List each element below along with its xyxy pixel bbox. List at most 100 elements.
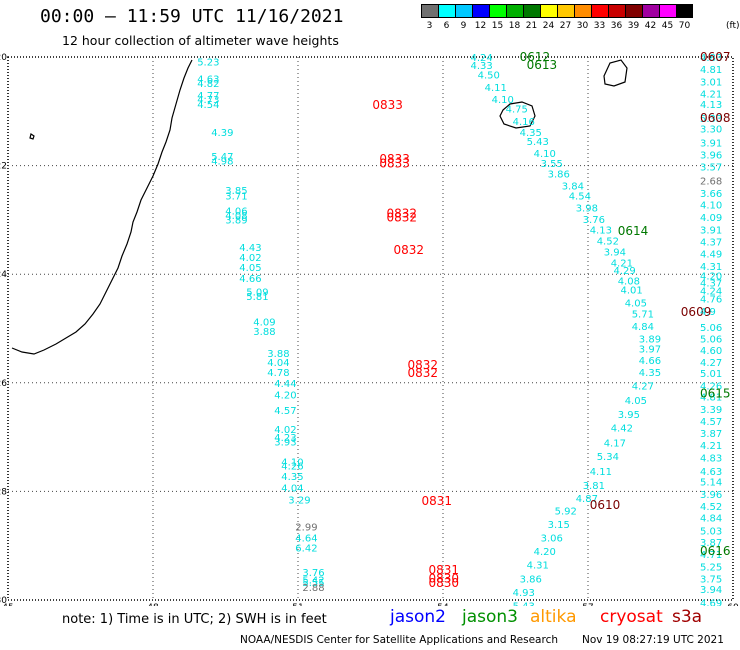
wave-height-value: 4.27 xyxy=(700,358,722,369)
scale-label: 15 xyxy=(491,21,504,31)
scale-color-box xyxy=(574,4,591,18)
wave-height-value: 3.55 xyxy=(541,159,563,170)
longitude-label: 51 xyxy=(292,603,303,606)
wave-height-value: 4.10 xyxy=(534,149,556,160)
wave-height-value: 4.16 xyxy=(513,117,535,128)
wave-height-value: 4.93 xyxy=(513,588,535,599)
wave-height-value: 2.88 xyxy=(302,583,324,594)
wave-height-value: 5.43 xyxy=(513,601,535,606)
wave-height-value: 4.9 xyxy=(700,307,716,318)
scale-label: 33 xyxy=(593,21,606,31)
wave-height-value: 3.88 xyxy=(267,349,289,360)
wave-height-value: 4.26 xyxy=(700,382,722,393)
pass-time-label: 0607 xyxy=(700,50,731,64)
wave-height-value: 3.71 xyxy=(225,192,247,203)
wave-height-value: 4.27 xyxy=(632,382,654,393)
wave-height-value: 4.66 xyxy=(239,274,261,285)
wave-height-value: 3.75 xyxy=(700,574,722,585)
scale-label: 27 xyxy=(559,21,572,31)
wave-height-value: 4.73 xyxy=(197,95,219,106)
scale-swatch: 6 xyxy=(438,4,455,31)
scale-color-box xyxy=(608,4,625,18)
wave-height-value: 4.42 xyxy=(611,423,633,434)
wave-height-value: 3.94 xyxy=(604,247,626,258)
graticule xyxy=(8,57,733,600)
pass-time-label: 0616 xyxy=(700,544,731,558)
scale-color-box xyxy=(455,4,472,18)
pass-time-label: 0832 xyxy=(394,243,425,257)
wave-height-value: 4.52 xyxy=(597,237,619,248)
wave-height-value: 4.52 xyxy=(700,502,722,513)
wave-height-value: 4.31 xyxy=(527,561,549,572)
wave-height-value: 3.98 xyxy=(576,203,598,214)
wave-height-value: 4.76 xyxy=(700,295,722,306)
pass-time-label: 0833 xyxy=(379,156,410,170)
observation-labels: 5.234.634.824.774.734.544.395.474.983.85… xyxy=(197,50,730,606)
wave-height-value: 3.89 xyxy=(225,215,247,226)
wave-height-value: 4.17 xyxy=(604,439,626,450)
wave-height-value: 4.98 xyxy=(211,157,233,168)
wave-height-value: 5.33 xyxy=(700,114,722,125)
credit-line: NOAA/NESDIS Center for Satellite Applica… xyxy=(240,634,558,646)
pass-time-label: 0832 xyxy=(408,358,439,372)
wave-height-value: 5.71 xyxy=(632,309,654,320)
satellite-cryosat: cryosat xyxy=(600,607,663,627)
wave-height-value: 3.30 xyxy=(700,125,722,136)
scale-color-box xyxy=(421,4,438,18)
wave-height-value: 4.84 xyxy=(632,322,654,333)
wave-height-value: 3.96 xyxy=(700,490,722,501)
wave-height-value: 4.63 xyxy=(700,467,722,478)
wave-height-value: 3.29 xyxy=(288,496,310,507)
wave-height-value: 4.44 xyxy=(274,379,296,390)
scale-label: 30 xyxy=(576,21,589,31)
wave-height-value: 4.57 xyxy=(700,417,722,428)
wave-height-value: 4.11 xyxy=(485,83,507,94)
wave-height-value: 3.93 xyxy=(274,437,296,448)
pass-time-label: 0615 xyxy=(700,387,731,401)
scale-label: 18 xyxy=(508,21,521,31)
wave-height-value: 4.83 xyxy=(700,454,722,465)
scale-color-box xyxy=(489,4,506,18)
wave-height-value: 5.14 xyxy=(700,478,722,489)
small-islet xyxy=(29,133,35,140)
pass-time-label: 0609 xyxy=(681,305,712,319)
wave-height-value: 4.13 xyxy=(700,100,722,111)
scale-swatch: 24 xyxy=(540,4,557,31)
wave-height-value: 3.15 xyxy=(548,520,570,531)
wave-height-value: 4.37 xyxy=(700,278,722,289)
wave-height-value: 5.06 xyxy=(700,334,722,345)
scale-color-box xyxy=(659,4,676,18)
wave-height-value: 4.35 xyxy=(281,472,303,483)
scale-swatch: 9 xyxy=(455,4,472,31)
wave-height-value: 4.02 xyxy=(239,253,261,264)
wave-height-value: 3.88 xyxy=(253,327,275,338)
wave-height-value: 4.08 xyxy=(618,277,640,288)
wave-height-value: 3.76 xyxy=(583,215,605,226)
scale-swatch: 27 xyxy=(557,4,574,31)
scale-label: 70 xyxy=(678,21,691,31)
pass-time-label: 0614 xyxy=(618,224,649,238)
pass-time-label: 0832 xyxy=(387,211,418,225)
scale-unit: (ft) xyxy=(726,21,740,31)
scale-swatch: 12 xyxy=(472,4,489,31)
pass-time-label: 0833 xyxy=(372,98,403,112)
wave-height-value: 4.87 xyxy=(576,494,598,505)
wave-height-value: 4.21 xyxy=(700,89,722,100)
scale-swatch: 42 xyxy=(642,4,659,31)
wave-height-value: 4.20 xyxy=(700,271,722,282)
scale-color-box xyxy=(438,4,455,18)
axis-tick-labels: 45 48 51 54 57 60 -20 -22 -24 -26 -28 -30 xyxy=(0,53,739,606)
scale-label: 45 xyxy=(661,21,674,31)
wave-height-value: 3.81 xyxy=(583,481,605,492)
wave-height-value: 4.09 xyxy=(700,213,722,224)
wave-height-value: 3.06 xyxy=(541,534,563,545)
scale-color-box xyxy=(642,4,659,18)
satellite-jason3: jason3 xyxy=(462,607,518,627)
footnote: note: 1) Time is in UTC; 2) SWH is in fe… xyxy=(62,612,327,627)
scale-swatch: 18 xyxy=(506,4,523,31)
pass-time-label: 0832 xyxy=(408,366,439,380)
wave-height-value: 4.75 xyxy=(506,105,528,116)
wave-height-value: 4.49 xyxy=(700,250,722,261)
wave-height-value: 4.43 xyxy=(239,243,261,254)
scale-label: 3 xyxy=(426,21,433,31)
